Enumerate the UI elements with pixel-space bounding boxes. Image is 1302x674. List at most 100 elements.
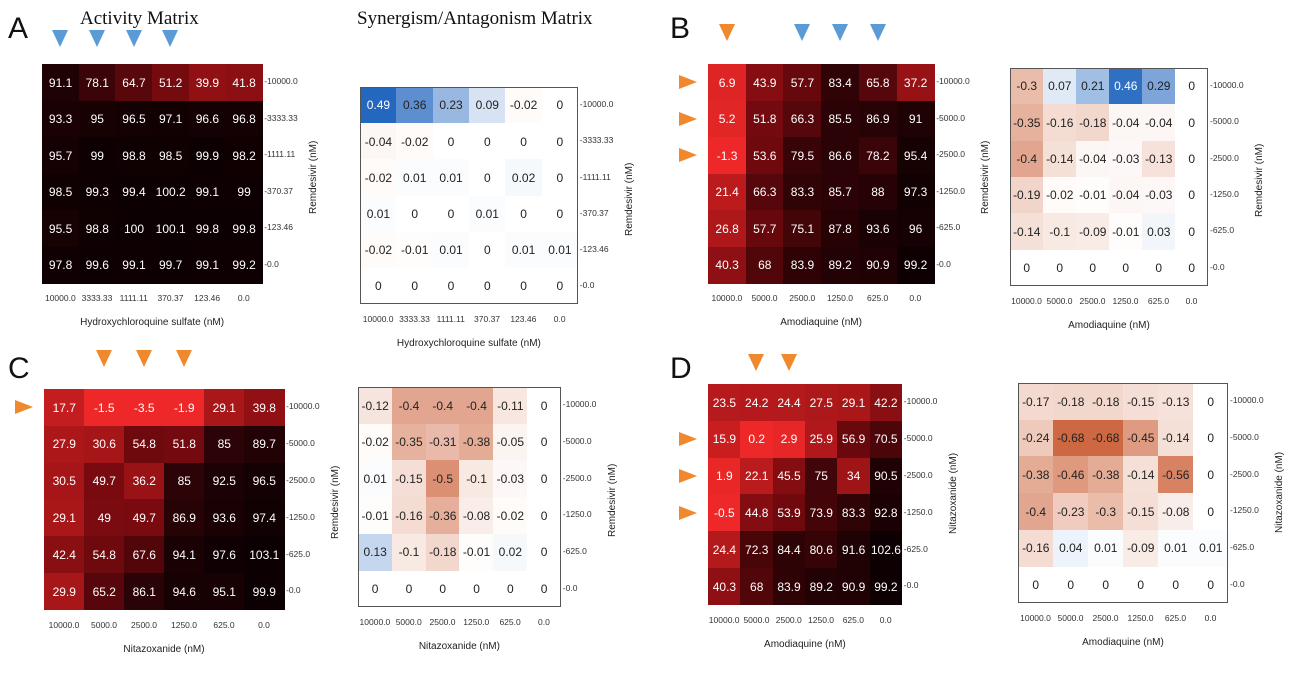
synergy-cell: -0.17 [1018, 383, 1054, 421]
synergy-cell: -0.03 [1109, 140, 1143, 178]
synergy-cell: 0.04 [1053, 529, 1089, 567]
arrow-marker-icon [162, 30, 179, 47]
y-tick-label: -625.0 [1210, 225, 1235, 236]
activity-cell: 99.2 [225, 246, 263, 284]
panel-label-d: D [670, 352, 692, 385]
activity-cell: 99.8 [188, 210, 226, 247]
synergy-cell: 0.01 [432, 159, 470, 197]
synergy-cell: 0 [468, 268, 506, 305]
x-tick-label: 1250.0 [1112, 295, 1139, 306]
activity-cell: 1.9 [708, 457, 741, 495]
y-tick-label: -5000.0 [936, 112, 966, 123]
synergy-matrix-title: Synergism/Antagonism Matrix [357, 8, 593, 29]
x-tick-label: 0.0 [553, 314, 566, 325]
activity-cell: 84.4 [772, 531, 806, 569]
synergy-cell: 0 [1175, 68, 1209, 105]
x-tick-label: 1250.0 [808, 614, 835, 625]
synergy-cell: 0.01 [541, 231, 579, 269]
synergy-cell: -0.16 [1043, 104, 1077, 142]
activity-cell: 99.6 [78, 246, 116, 284]
x-tick-label: 3333.33 [81, 293, 113, 303]
synergy-cell: 0 [391, 570, 427, 608]
synergy-cell: -0.13 [1158, 383, 1194, 421]
synergy-cell: -0.15 [1123, 493, 1159, 531]
synergy-cell: -0.16 [1018, 529, 1054, 567]
activity-cell: 27.9 [44, 425, 85, 464]
synergy-cell: 0 [1175, 176, 1209, 214]
activity-cell: 91.6 [837, 531, 870, 569]
synergy-cell: -0.15 [391, 460, 427, 498]
x-tick-label: 5000.0 [1046, 295, 1073, 306]
synergy-cell: -0.02 [505, 87, 542, 124]
activity-cell: 85 [164, 462, 205, 500]
synergy-cell: 0 [541, 87, 579, 124]
activity-cell: 99.1 [188, 246, 226, 284]
x-tick-label: 2500.0 [789, 293, 816, 303]
x-tick-label: 1111.11 [119, 293, 148, 303]
y-tick-label: -10000.0 [286, 401, 320, 412]
activity-cell: 92.5 [204, 462, 245, 500]
activity-cell: 29.1 [204, 389, 245, 427]
synergy-cell: 0 [468, 159, 506, 197]
activity-cell: 54.8 [124, 425, 165, 464]
synergy-cell: -0.4 [1018, 493, 1054, 531]
activity-cell: 98.8 [115, 137, 153, 174]
activity-cell: 29.1 [837, 384, 870, 422]
synergy-cell: 0 [1175, 104, 1209, 142]
activity-cell: 39.9 [188, 64, 226, 101]
synergy-cell: 0 [1193, 419, 1229, 457]
activity-cell: 22.1 [740, 457, 774, 495]
synergy-cell: 0 [527, 570, 562, 608]
y-tick-label: -123.46 [264, 222, 294, 233]
synergy-cell: 0 [1193, 456, 1229, 494]
activity-cell: 85.5 [821, 100, 860, 138]
y-tick-label: -625.0 [562, 546, 587, 557]
y-tick-label: -2500.0 [562, 472, 592, 483]
x-tick-label: 2500.0 [775, 614, 802, 625]
y-tick-label: -370.37 [264, 185, 294, 196]
synergy-cell: 0.13 [358, 533, 393, 571]
activity-cell: 24.4 [772, 384, 806, 422]
y-tick-label: -0.0 [264, 258, 279, 269]
x-tick-label: 10000.0 [1020, 613, 1051, 624]
x-tick-label: 2500.0 [131, 619, 157, 630]
activity-cell: 68 [745, 246, 784, 284]
y-tick-label: -625.0 [936, 222, 961, 233]
synergy-cell: 0 [1158, 566, 1194, 604]
activity-cell: 40.3 [708, 568, 741, 606]
synergy-cell: 0.01 [1088, 529, 1124, 567]
activity-cell: 100.1 [152, 210, 190, 247]
synergy-cell: 0.49 [360, 87, 397, 124]
y-tick-label: -3333.33 [264, 112, 298, 123]
synergy-cell: -0.31 [425, 423, 460, 461]
activity-cell: 99.7 [152, 246, 190, 284]
y-tick-label: -2500.0 [1230, 468, 1259, 479]
synergy-cell: 0 [432, 123, 470, 160]
y-tick-label: -0.0 [562, 582, 578, 593]
x-axis-label: Amodiaquine (nM) [1082, 637, 1164, 649]
y-axis-label: Nitazoxanide (nM) [1274, 451, 1285, 534]
activity-cell: 5.2 [708, 100, 747, 138]
synergy-cell: 0 [432, 195, 470, 233]
arrow-marker-icon [780, 354, 797, 371]
activity-cell: 93.3 [42, 100, 80, 138]
x-tick-label: 2500.0 [1092, 613, 1119, 624]
activity-cell: 95.4 [896, 137, 935, 174]
x-tick-label: 5000.0 [1057, 613, 1084, 624]
activity-cell: -1.3 [708, 137, 747, 174]
activity-cell: 99.4 [115, 173, 153, 211]
x-tick-label: 5000.0 [751, 293, 778, 303]
y-tick-label: -1111.11 [579, 171, 611, 182]
synergy-cell: 0 [527, 387, 562, 425]
activity-cell: 103.1 [244, 536, 285, 574]
x-tick-label: 0.0 [879, 614, 892, 625]
arrow-marker-icon [718, 24, 735, 41]
synergy-cell: -0.36 [425, 497, 460, 535]
activity-cell: 79.5 [783, 137, 822, 174]
activity-cell: 95 [78, 100, 116, 138]
synergy-cell: 0 [459, 570, 494, 608]
activity-cell: 24.2 [740, 384, 774, 422]
synergy-cell: 0 [1175, 140, 1209, 178]
synergy-cell: 0 [396, 195, 434, 233]
activity-cell: 89.7 [244, 425, 285, 464]
